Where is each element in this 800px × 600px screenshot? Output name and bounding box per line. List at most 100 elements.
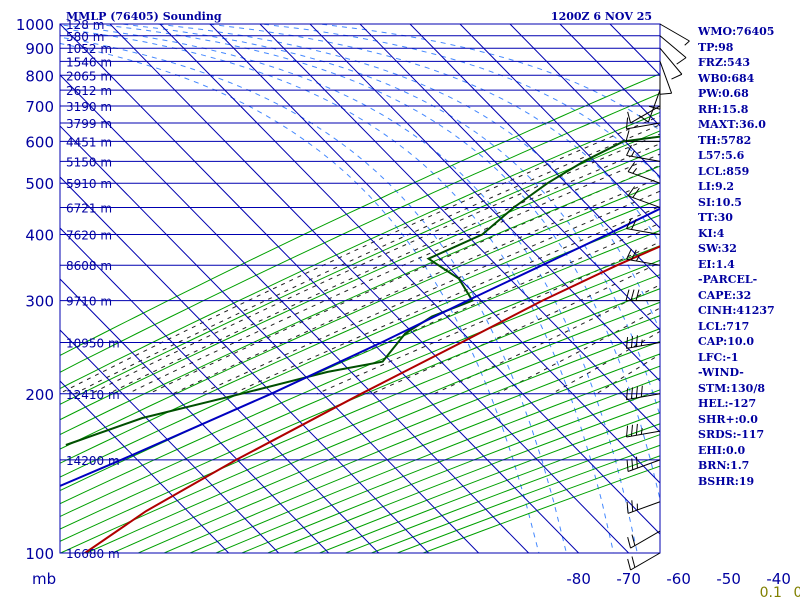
temperature-tick-label: -60 <box>666 570 691 588</box>
isotherm-line <box>60 380 229 553</box>
height-label: 2612 m <box>66 84 112 98</box>
index-item: CAPE:32 <box>698 288 752 302</box>
dry-adiabat-line <box>86 315 660 553</box>
pressure-tick-label: 800 <box>25 67 54 85</box>
pressure-unit-label: mb <box>32 570 56 588</box>
wind-barb-flag <box>626 218 632 229</box>
index-item: EHI:0.0 <box>698 443 746 457</box>
plot-border <box>59 23 661 554</box>
wind-barb-staff <box>659 23 690 42</box>
index-item: FRZ:543 <box>698 56 751 69</box>
wind-barb-staff <box>626 258 661 266</box>
height-label: 128 m <box>66 18 104 32</box>
wind-barb-flag <box>671 73 683 80</box>
index-item: WMO:76405 <box>698 25 775 38</box>
moist-adiabat-line <box>371 261 660 395</box>
wind-barb-flag <box>635 386 638 398</box>
index-item: TH:5782 <box>698 133 752 147</box>
pressure-tick-label: 100 <box>25 545 54 563</box>
wind-barb-flag <box>627 558 632 571</box>
dry-adiabat-line <box>60 111 660 390</box>
wind-barb <box>627 162 661 184</box>
isotherm-line <box>60 278 329 553</box>
dry-adiabat-line <box>60 73 660 356</box>
wind-barb-staff <box>659 61 673 94</box>
wind-barb-staff <box>627 171 661 184</box>
temperature-tick-label: -40 <box>766 570 791 588</box>
mixing-ratio-lines <box>60 24 660 553</box>
grid-lines <box>60 24 660 553</box>
height-label: 1546 m <box>66 55 112 69</box>
wind-barb-half-flag <box>640 339 643 346</box>
dry-adiabat-line <box>60 214 660 478</box>
wind-barb-staff <box>626 430 661 438</box>
wind-barb-flag <box>635 335 638 347</box>
height-label: 14200 m <box>66 454 120 468</box>
isotherm-line <box>509 24 660 178</box>
index-item: LFC:-1 <box>698 350 739 364</box>
wind-barb-staff <box>659 35 687 59</box>
wind-barb <box>626 456 661 472</box>
wind-barb-flag <box>630 289 635 301</box>
temperature-profile-line <box>84 245 660 553</box>
height-label: 16680 m <box>66 547 120 561</box>
wind-barb <box>626 248 661 266</box>
wind-barb-staff <box>630 105 661 124</box>
index-item: SI:10.5 <box>698 195 742 209</box>
height-label: 5910 m <box>66 177 112 191</box>
isotherm-line <box>559 24 660 127</box>
moist-adiabat-line <box>60 115 660 394</box>
wind-barb-staff <box>627 195 661 208</box>
wind-barb-flag <box>626 425 629 438</box>
wind-barb-staff <box>626 228 661 236</box>
dry-adiabat-line <box>60 245 660 505</box>
wind-barb-flag <box>631 500 634 512</box>
dewpoint-profile-line <box>65 135 660 446</box>
wind-barb-flag <box>636 456 638 469</box>
isotherm-line <box>60 74 529 553</box>
wind-barb <box>626 144 661 162</box>
dry-adiabat-line <box>60 230 660 492</box>
wind-barb-flag <box>630 387 633 399</box>
wind-barb <box>659 61 673 95</box>
wind-barb <box>626 385 661 401</box>
wind-barb-flag <box>626 336 629 349</box>
height-label: 3799 m <box>66 117 112 131</box>
index-item: TT:30 <box>698 211 733 224</box>
temperature-tick-label: -70 <box>616 570 641 588</box>
wind-barb-flag <box>631 556 636 568</box>
wind-barb-half-flag <box>640 428 643 435</box>
mixing-ratio-line <box>60 36 567 553</box>
index-item: -PARCEL- <box>698 273 758 286</box>
wind-barb-flag <box>627 111 632 124</box>
pressure-tick-label: 900 <box>25 40 54 58</box>
wind-barb-staff <box>626 122 661 130</box>
wind-barb-flag <box>626 144 632 156</box>
index-item: STM:130/8 <box>698 381 765 395</box>
wind-barb-staff <box>659 47 683 75</box>
wind-barb <box>626 117 661 130</box>
wind-barb-flag <box>627 162 636 172</box>
wind-barb-staff <box>630 530 661 549</box>
index-item: HEL:-127 <box>698 397 757 410</box>
profile-series <box>60 135 660 553</box>
moist-adiabat-line <box>108 143 660 395</box>
isotherm-line <box>359 24 660 331</box>
mixing-ratio-label: 0.2 <box>794 585 800 600</box>
wind-barb <box>627 105 661 124</box>
index-item: LCL:717 <box>698 319 750 333</box>
wind-barb-flag <box>625 130 630 142</box>
wind-barb-flag <box>630 424 633 437</box>
dry-adiabat-line <box>60 148 660 421</box>
dry-adiabat-line <box>60 259 660 518</box>
height-label: 12410 m <box>66 388 120 402</box>
height-label: 8608 m <box>66 259 112 273</box>
wind-barb <box>638 89 661 123</box>
wind-barb-flag <box>631 458 634 470</box>
isotherm-line <box>60 227 379 553</box>
wind-barb <box>627 530 661 549</box>
index-item: SRDS:-117 <box>698 428 765 441</box>
station-title: MMLP (76405) Sounding <box>66 10 222 23</box>
wind-barb-flag <box>632 187 640 198</box>
wind-barb-flag <box>625 289 630 301</box>
